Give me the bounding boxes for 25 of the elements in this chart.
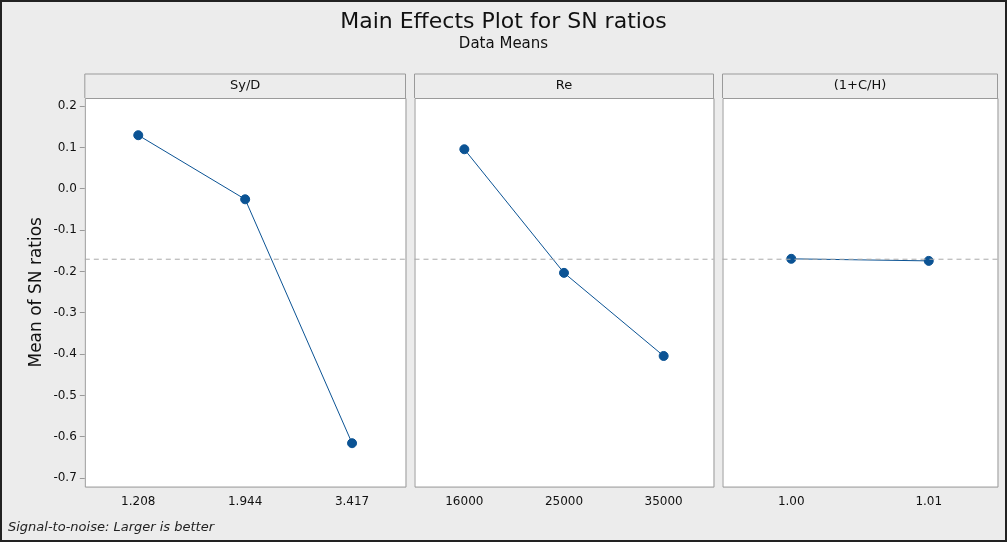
x-tick-label: 1.944 <box>227 493 263 508</box>
y-tick-label: -0.5 <box>53 387 77 402</box>
y-tick-label: -0.7 <box>53 470 77 485</box>
x-tick-label: 3.417 <box>334 493 370 508</box>
y-tick-label: -0.6 <box>53 429 77 444</box>
x-tick-label: 35000 <box>644 493 683 508</box>
x-tick-label: 1.208 <box>121 493 156 508</box>
y-tick-label: 0.0 <box>57 181 77 196</box>
x-axis-title: Re <box>555 77 573 93</box>
y-tick-label: 0.2 <box>57 98 77 113</box>
text: Data Means <box>458 34 549 52</box>
y-tick-label: -0.2 <box>53 263 77 278</box>
text: Main Effects Plot for SN ratios <box>340 8 667 33</box>
x-tick-label: 16000 <box>445 493 484 508</box>
x-axis-title: Sy/D <box>229 77 261 93</box>
y-axis-title: Mean of SN ratios <box>24 216 45 368</box>
y-tick-label: -0.3 <box>53 305 77 320</box>
y-tick-label: -0.4 <box>53 346 77 361</box>
x-tick-label: 25000 <box>544 493 584 508</box>
x-tick-label: 1.00 <box>777 493 805 508</box>
y-tick-label: -0.1 <box>53 222 77 237</box>
x-tick-label: 1.01 <box>915 493 943 508</box>
text: Signal-to-noise: Larger is better <box>8 519 215 534</box>
y-tick-label: 0.1 <box>57 139 77 154</box>
x-axis-title: (1+C/H) <box>833 77 887 93</box>
